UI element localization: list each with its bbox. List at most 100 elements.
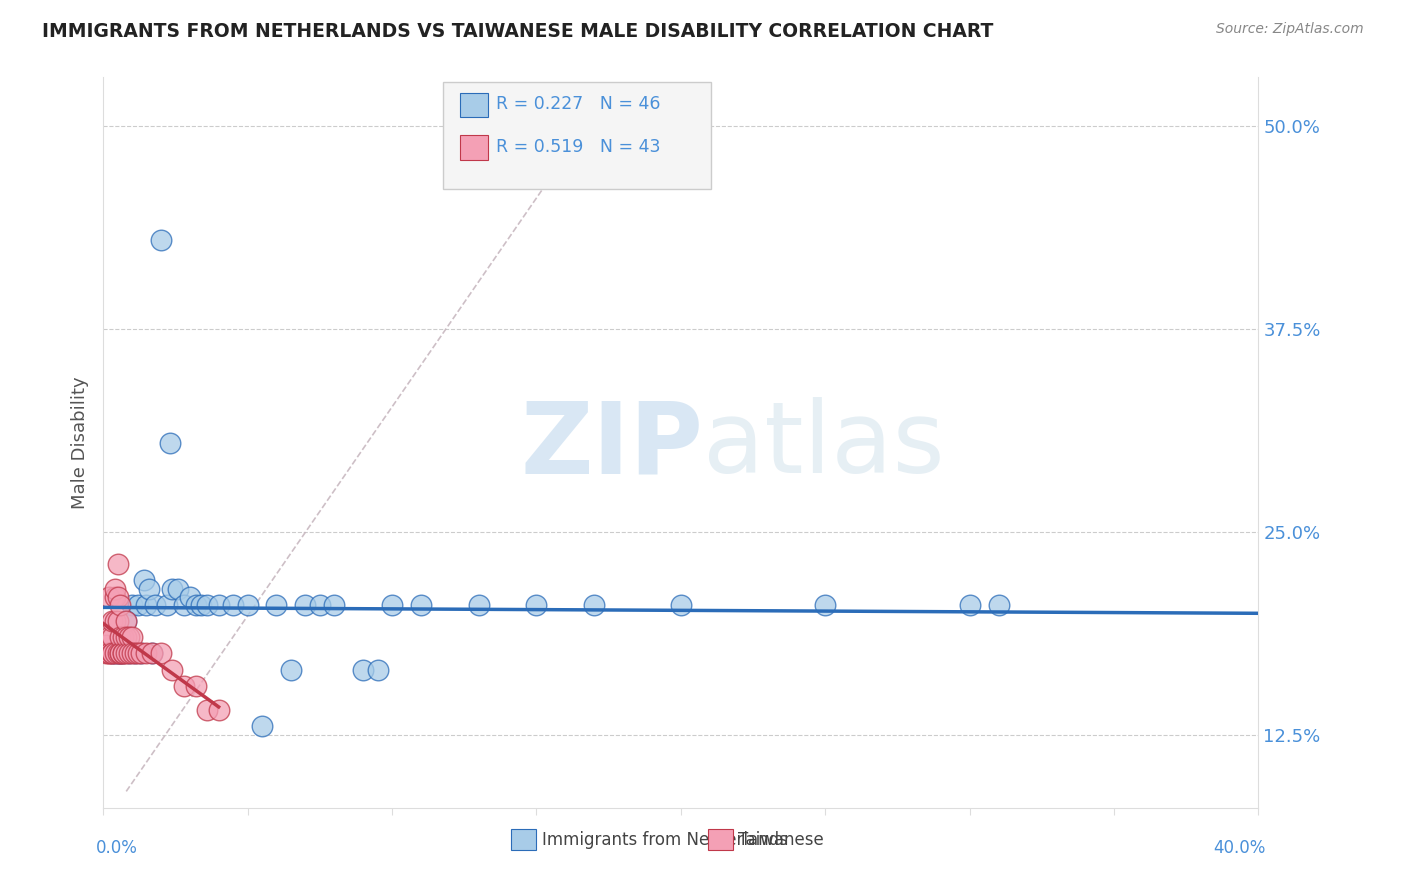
Point <box>97 590 120 604</box>
Point <box>94 638 117 652</box>
Point <box>159 435 181 450</box>
Point <box>814 598 837 612</box>
Point <box>110 630 132 644</box>
Point <box>141 647 163 661</box>
Point <box>280 663 302 677</box>
Point <box>184 679 207 693</box>
Point <box>101 614 124 628</box>
Point <box>101 647 124 661</box>
Point <box>222 598 245 612</box>
Point <box>129 647 152 661</box>
Point <box>121 598 143 612</box>
Point <box>112 647 135 661</box>
Point <box>266 598 288 612</box>
Point <box>135 647 157 661</box>
Point <box>118 647 141 661</box>
Point <box>208 703 231 717</box>
Point <box>173 598 195 612</box>
Point <box>101 647 124 661</box>
Point <box>124 647 146 661</box>
Point <box>104 590 127 604</box>
Text: Immigrants from Netherlands: Immigrants from Netherlands <box>541 830 787 848</box>
Point <box>121 647 143 661</box>
Point <box>94 647 117 661</box>
Point <box>107 558 129 572</box>
Point <box>107 647 129 661</box>
Point <box>104 614 127 628</box>
Point <box>190 598 212 612</box>
Point <box>115 647 138 661</box>
Point <box>179 590 201 604</box>
Point <box>115 614 138 628</box>
Point <box>156 598 179 612</box>
Point <box>97 647 120 661</box>
Point <box>409 598 432 612</box>
Text: ZIP: ZIP <box>520 398 703 494</box>
Point <box>250 719 273 733</box>
Point <box>195 703 218 717</box>
Point <box>112 630 135 644</box>
Point <box>524 598 547 612</box>
Point <box>110 647 132 661</box>
Point <box>101 647 124 661</box>
Text: 0.0%: 0.0% <box>96 838 138 857</box>
Point <box>112 647 135 661</box>
Point <box>97 647 120 661</box>
Point <box>669 598 692 612</box>
Point <box>107 614 129 628</box>
Point <box>110 647 132 661</box>
Point <box>107 590 129 604</box>
Point <box>97 630 120 644</box>
Point <box>110 598 132 612</box>
Point <box>987 598 1010 612</box>
Point <box>132 574 155 588</box>
Point <box>467 598 489 612</box>
Point <box>143 598 166 612</box>
Point <box>208 598 231 612</box>
Point <box>112 647 135 661</box>
Point <box>236 598 259 612</box>
Point <box>104 647 127 661</box>
Point <box>184 598 207 612</box>
Text: IMMIGRANTS FROM NETHERLANDS VS TAIWANESE MALE DISABILITY CORRELATION CHART: IMMIGRANTS FROM NETHERLANDS VS TAIWANESE… <box>42 22 994 41</box>
Point <box>129 647 152 661</box>
Point <box>583 598 606 612</box>
Point <box>118 647 141 661</box>
Point <box>149 647 172 661</box>
Point <box>173 679 195 693</box>
Text: Taiwanese: Taiwanese <box>738 830 824 848</box>
Text: Source: ZipAtlas.com: Source: ZipAtlas.com <box>1216 22 1364 37</box>
Point <box>104 647 127 661</box>
Point <box>959 598 981 612</box>
Point <box>167 582 190 596</box>
Point <box>141 647 163 661</box>
Point <box>104 582 127 596</box>
Point <box>195 598 218 612</box>
Point <box>138 582 160 596</box>
Point <box>135 598 157 612</box>
Point <box>367 663 389 677</box>
Point <box>121 630 143 644</box>
Point <box>127 647 149 661</box>
Point <box>124 647 146 661</box>
Text: atlas: atlas <box>703 398 945 494</box>
Point <box>323 598 346 612</box>
Point <box>294 598 316 612</box>
Point <box>149 233 172 247</box>
Point <box>308 598 330 612</box>
Point <box>115 614 138 628</box>
Point <box>101 630 124 644</box>
Point <box>107 647 129 661</box>
Point <box>110 647 132 661</box>
Point <box>381 598 404 612</box>
Point <box>162 663 184 677</box>
Text: R = 0.519   N = 43: R = 0.519 N = 43 <box>496 138 661 156</box>
Point <box>115 630 138 644</box>
Text: R = 0.227   N = 46: R = 0.227 N = 46 <box>496 95 661 113</box>
Text: 40.0%: 40.0% <box>1213 838 1265 857</box>
Y-axis label: Male Disability: Male Disability <box>72 376 89 508</box>
Point <box>162 582 184 596</box>
Point <box>118 630 141 644</box>
Point <box>127 598 149 612</box>
Point <box>352 663 374 677</box>
